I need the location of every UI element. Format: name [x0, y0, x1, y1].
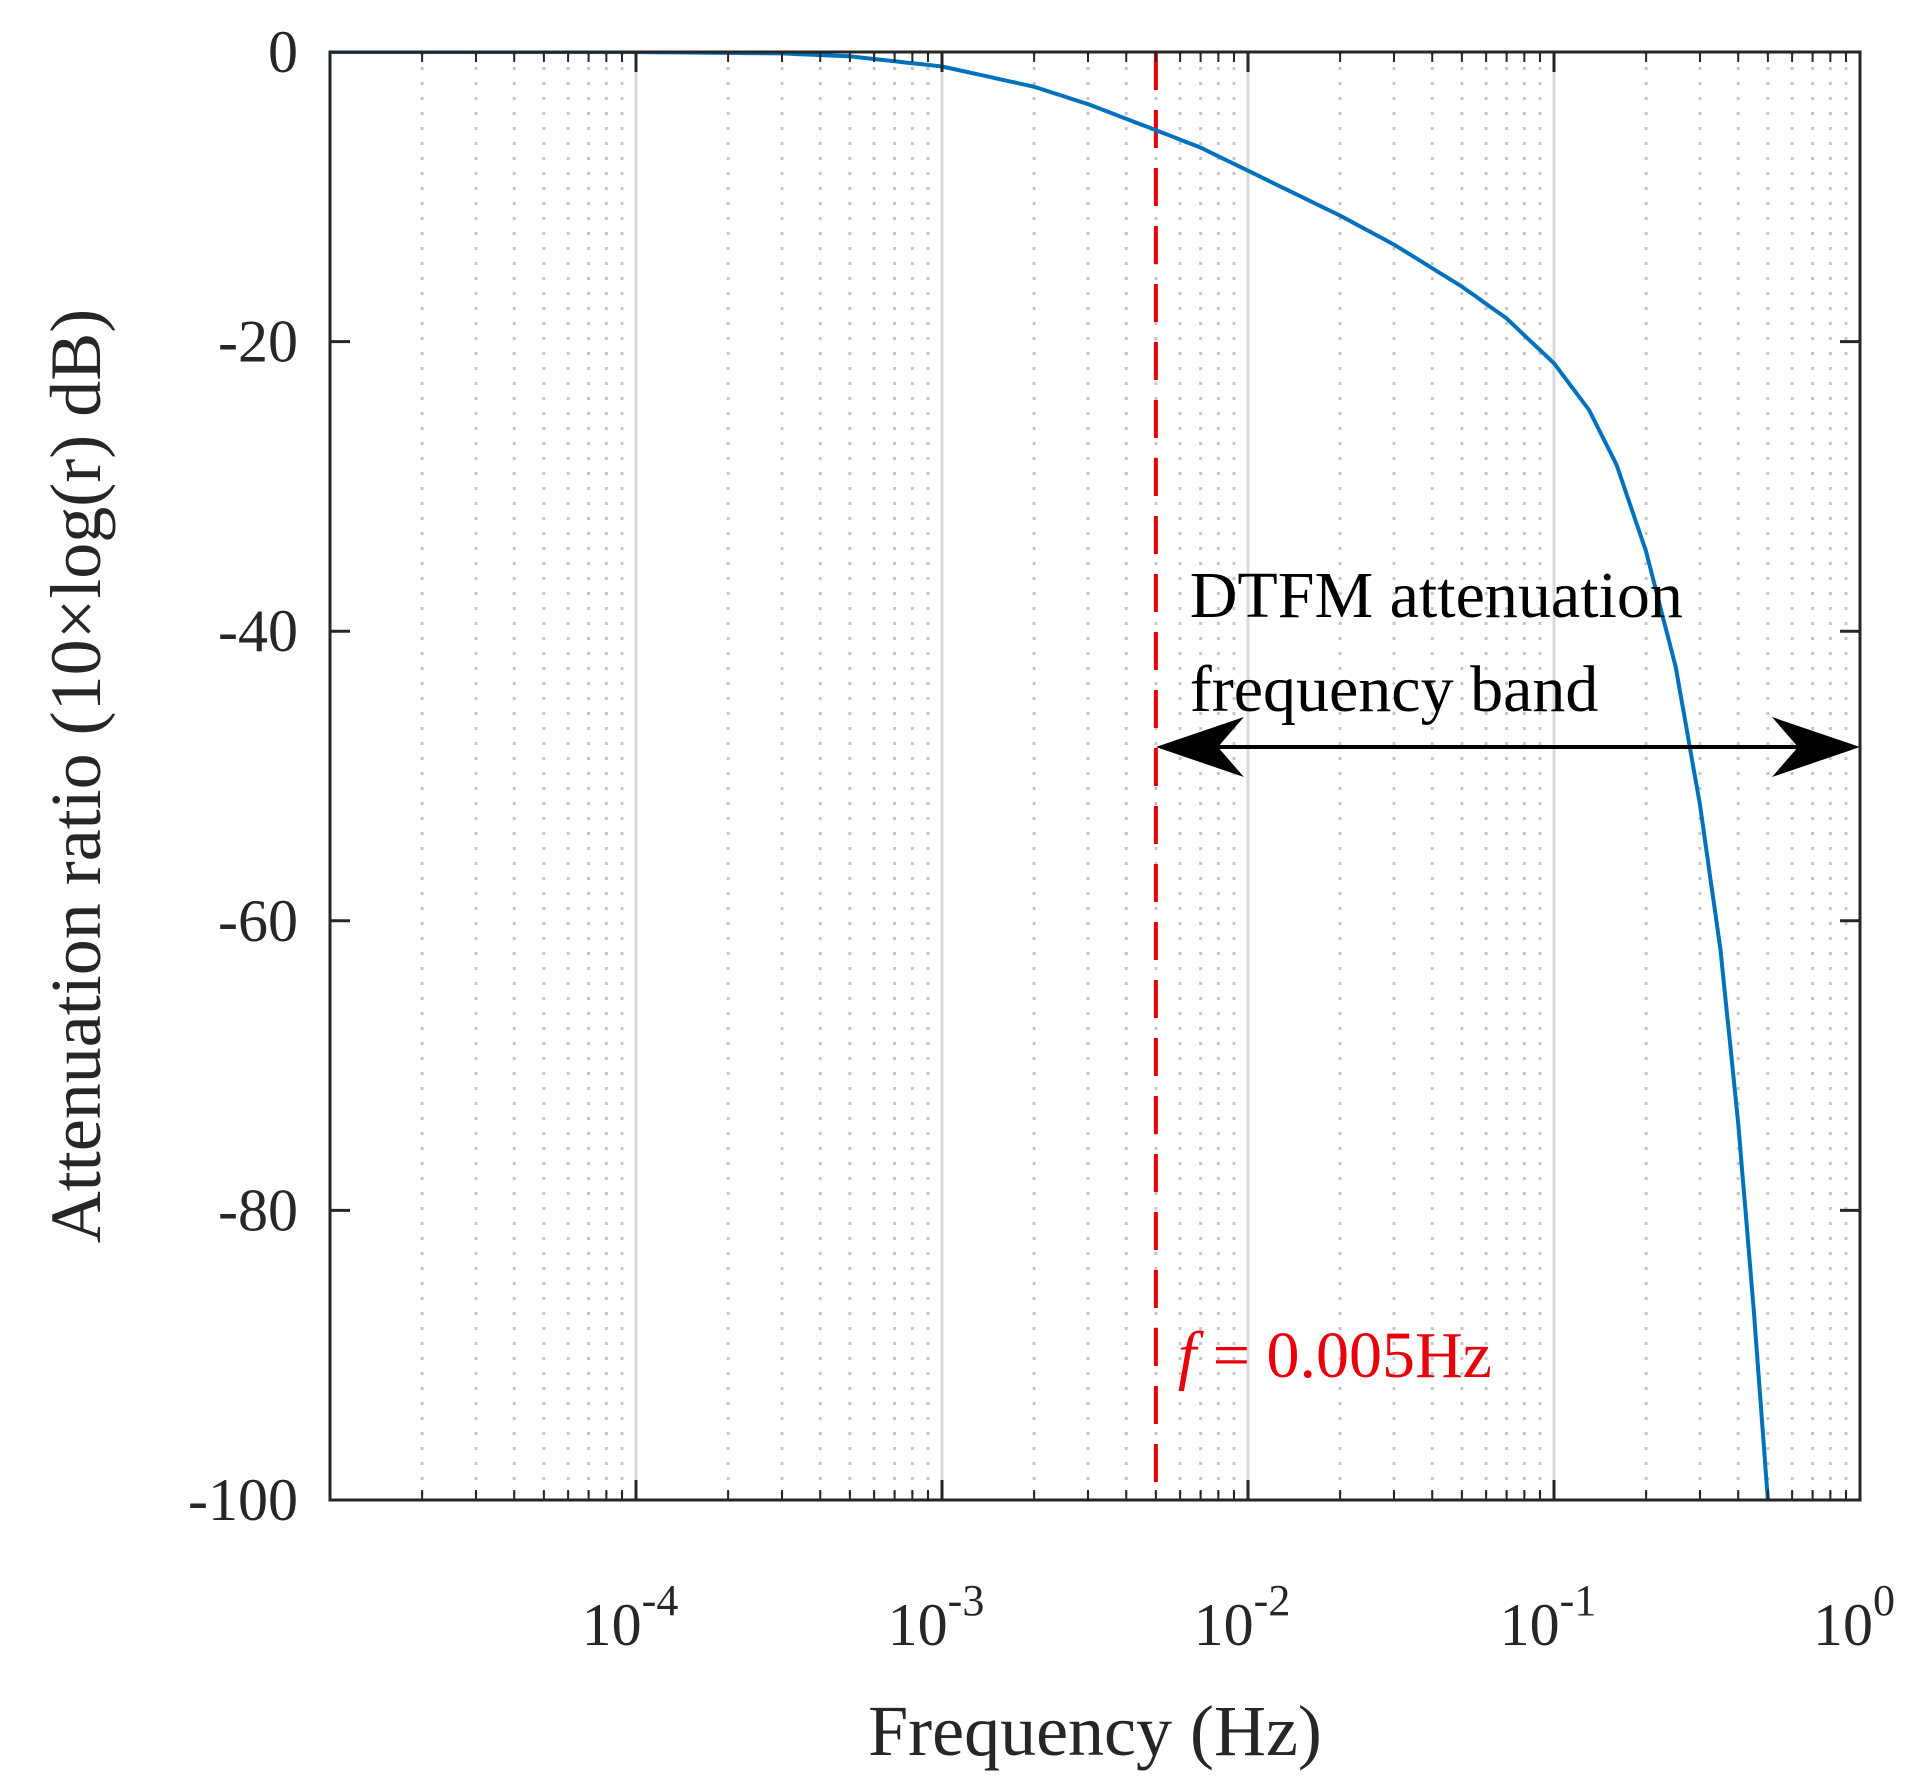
x-tick-exponent: -4	[642, 1576, 679, 1625]
x-tick-exponent: -2	[1254, 1576, 1291, 1625]
y-tick-label: -80	[218, 1177, 298, 1243]
y-tick-label: -100	[188, 1467, 298, 1533]
x-axis-title: Frequency (Hz)	[868, 1691, 1322, 1771]
x-tick-base: 10	[1500, 1592, 1560, 1658]
x-tick-exponent: 0	[1873, 1576, 1895, 1625]
y-tick-label: -20	[218, 309, 298, 375]
series-group	[330, 52, 1770, 1500]
y-tick-label: -60	[218, 888, 298, 954]
x-tick-base: 10	[1194, 1592, 1254, 1658]
grid	[420, 52, 1848, 1500]
x-tick-label: 100	[1813, 1576, 1895, 1658]
reference-label-value: = 0.005Hz	[1196, 1319, 1492, 1392]
x-tick-base: 10	[888, 1592, 948, 1658]
tick-marks	[330, 50, 1860, 1502]
band-arrow-left-head	[1155, 717, 1244, 778]
y-tick-label: 0	[268, 19, 298, 85]
plot-background	[330, 52, 1860, 1500]
x-tick-exponent: -3	[948, 1576, 985, 1625]
x-tick-label: 10-3	[888, 1576, 985, 1658]
plot-frame	[328, 50, 1862, 1502]
series-line	[330, 52, 1770, 1500]
band-label-line1: DTFM attenuation	[1190, 559, 1683, 632]
reference-line-label: f = 0.005Hz	[1178, 1319, 1492, 1392]
x-tick-base: 10	[1813, 1592, 1873, 1658]
band-arrow-right-head	[1772, 717, 1860, 778]
x-tick-label: 10-4	[582, 1576, 679, 1658]
y-tick-label: -40	[218, 598, 298, 664]
x-tick-base: 10	[582, 1592, 642, 1658]
x-tick-label: 10-1	[1500, 1576, 1597, 1658]
y-axis-title: Attenuation ratio (10×log(r) dB)	[36, 309, 116, 1243]
band-arrow-group	[1155, 717, 1860, 778]
x-tick-label: 10-2	[1194, 1576, 1291, 1658]
band-label-line2: frequency band	[1190, 653, 1599, 726]
x-tick-exponent: -1	[1560, 1576, 1597, 1625]
